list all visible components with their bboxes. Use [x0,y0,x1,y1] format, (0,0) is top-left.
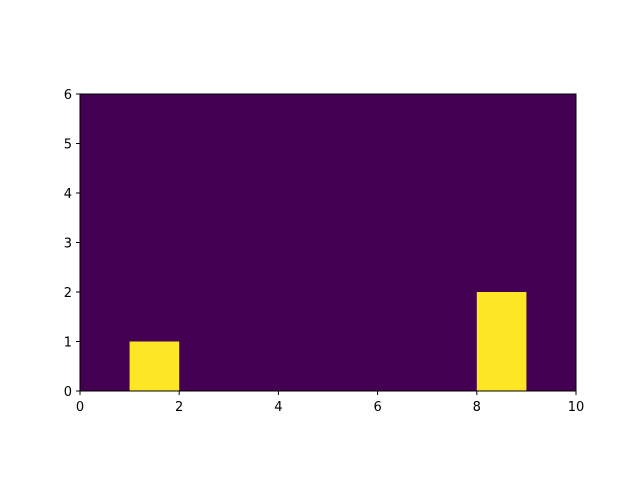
heatmap-cell-2 [476,292,527,391]
heatmap-cell-1 [129,341,180,391]
x-tick-label: 10 [568,400,585,415]
x-tick-label: 6 [373,400,381,415]
heatmap-cells [129,292,527,391]
x-tick-label: 4 [274,400,282,415]
y-tick-label: 1 [64,336,72,351]
y-axis: 0 1 2 3 4 5 6 [64,88,80,400]
x-tick-label: 2 [175,400,183,415]
x-tick-label: 8 [473,400,481,415]
y-tick-label: 4 [64,187,72,202]
y-tick-label: 0 [64,385,72,400]
y-tick-label: 5 [64,138,72,153]
plot-area [79,93,577,392]
x-axis: 0 2 4 6 8 10 [76,391,584,415]
y-tick-label: 6 [64,88,72,103]
y-tick-label: 3 [64,237,72,252]
y-tick-label: 2 [64,286,72,301]
x-tick-label: 0 [76,400,84,415]
